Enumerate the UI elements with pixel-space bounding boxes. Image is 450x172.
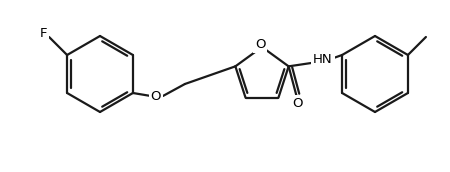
Text: O: O [151,89,161,103]
Text: O: O [292,97,303,110]
Text: HN: HN [313,53,333,66]
Text: F: F [39,26,47,40]
Text: O: O [255,37,265,51]
